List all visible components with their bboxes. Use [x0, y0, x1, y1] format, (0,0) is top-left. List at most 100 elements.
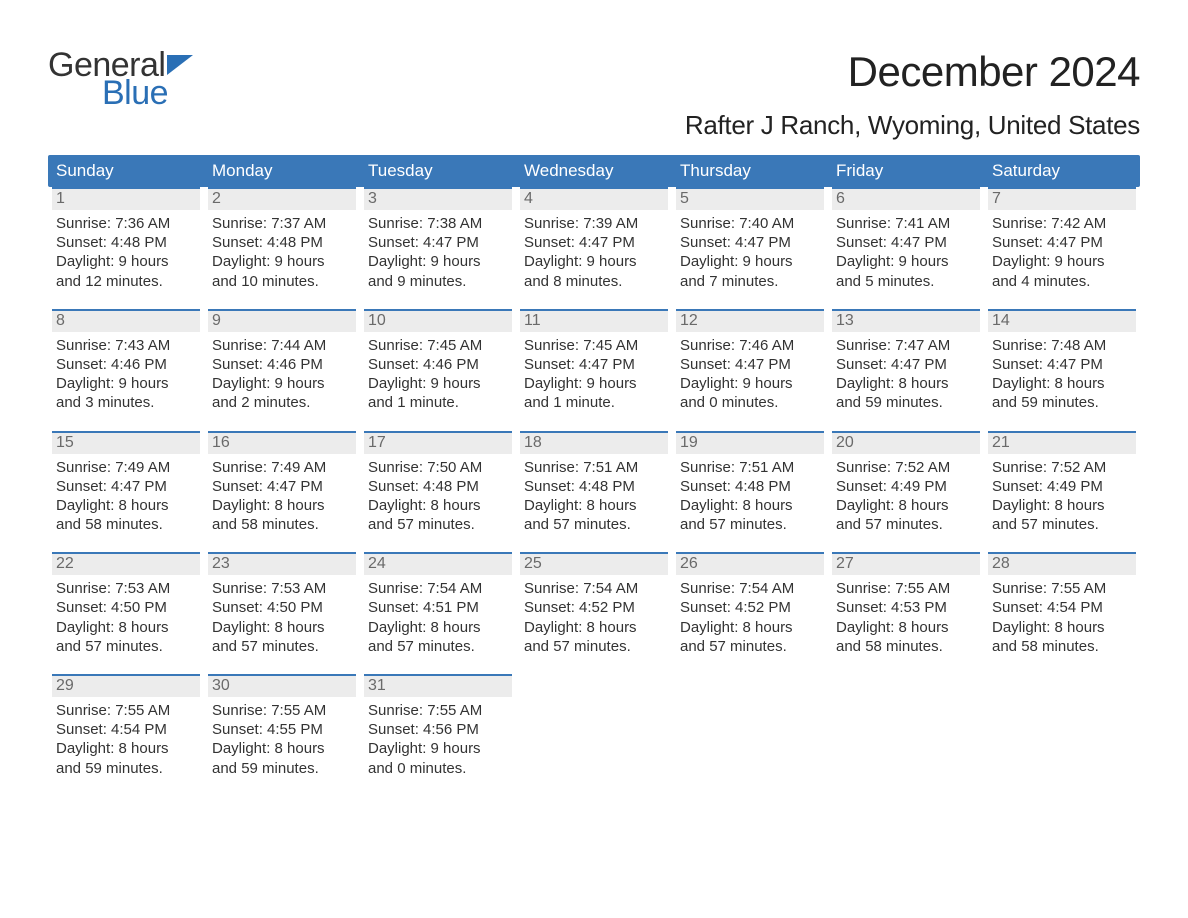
daylight-line-2: and 8 minutes. [524, 272, 664, 291]
dow-saturday: Saturday [984, 155, 1140, 187]
day-body: Sunrise: 7:51 AMSunset: 4:48 PMDaylight:… [520, 454, 668, 535]
day-cell: 19Sunrise: 7:51 AMSunset: 4:48 PMDayligh… [672, 431, 828, 535]
sunrise-line: Sunrise: 7:40 AM [680, 214, 820, 233]
sunset-line: Sunset: 4:48 PM [368, 477, 508, 496]
title-block: December 2024 Rafter J Ranch, Wyoming, U… [685, 48, 1140, 141]
calendar-week: 8Sunrise: 7:43 AMSunset: 4:46 PMDaylight… [48, 309, 1140, 413]
day-number: 28 [988, 552, 1136, 575]
day-cell: 20Sunrise: 7:52 AMSunset: 4:49 PMDayligh… [828, 431, 984, 535]
day-cell: 8Sunrise: 7:43 AMSunset: 4:46 PMDaylight… [48, 309, 204, 413]
sunset-line: Sunset: 4:47 PM [524, 233, 664, 252]
daylight-line-2: and 57 minutes. [368, 515, 508, 534]
sunrise-line: Sunrise: 7:54 AM [524, 579, 664, 598]
day-number: 27 [832, 552, 980, 575]
day-number: 24 [364, 552, 512, 575]
sunset-line: Sunset: 4:56 PM [368, 720, 508, 739]
sunset-line: Sunset: 4:46 PM [212, 355, 352, 374]
daylight-line-1: Daylight: 9 hours [524, 374, 664, 393]
daylight-line-2: and 57 minutes. [680, 637, 820, 656]
sunset-line: Sunset: 4:47 PM [524, 355, 664, 374]
day-cell: 14Sunrise: 7:48 AMSunset: 4:47 PMDayligh… [984, 309, 1140, 413]
sunrise-line: Sunrise: 7:55 AM [368, 701, 508, 720]
daylight-line-2: and 12 minutes. [56, 272, 196, 291]
sunrise-line: Sunrise: 7:41 AM [836, 214, 976, 233]
calendar-week: 29Sunrise: 7:55 AMSunset: 4:54 PMDayligh… [48, 674, 1140, 778]
daylight-line-2: and 10 minutes. [212, 272, 352, 291]
sunset-line: Sunset: 4:48 PM [524, 477, 664, 496]
daylight-line-1: Daylight: 8 hours [56, 618, 196, 637]
sunrise-line: Sunrise: 7:46 AM [680, 336, 820, 355]
day-number: 4 [520, 187, 668, 210]
day-cell: 5Sunrise: 7:40 AMSunset: 4:47 PMDaylight… [672, 187, 828, 291]
sunset-line: Sunset: 4:47 PM [680, 233, 820, 252]
sunset-line: Sunset: 4:52 PM [524, 598, 664, 617]
daylight-line-1: Daylight: 8 hours [836, 374, 976, 393]
day-body: Sunrise: 7:50 AMSunset: 4:48 PMDaylight:… [364, 454, 512, 535]
day-body: Sunrise: 7:45 AMSunset: 4:46 PMDaylight:… [364, 332, 512, 413]
day-cell: 18Sunrise: 7:51 AMSunset: 4:48 PMDayligh… [516, 431, 672, 535]
daylight-line-1: Daylight: 9 hours [56, 374, 196, 393]
sunset-line: Sunset: 4:47 PM [56, 477, 196, 496]
daylight-line-2: and 59 minutes. [56, 759, 196, 778]
logo-word-2: Blue [102, 76, 193, 110]
daylight-line-1: Daylight: 8 hours [212, 618, 352, 637]
daylight-line-2: and 57 minutes. [524, 637, 664, 656]
day-body: Sunrise: 7:52 AMSunset: 4:49 PMDaylight:… [832, 454, 980, 535]
sunrise-line: Sunrise: 7:52 AM [992, 458, 1132, 477]
daylight-line-1: Daylight: 8 hours [212, 496, 352, 515]
daylight-line-2: and 59 minutes. [836, 393, 976, 412]
day-cell: 28Sunrise: 7:55 AMSunset: 4:54 PMDayligh… [984, 552, 1140, 656]
daylight-line-2: and 9 minutes. [368, 272, 508, 291]
sunset-line: Sunset: 4:55 PM [212, 720, 352, 739]
calendar-week: 15Sunrise: 7:49 AMSunset: 4:47 PMDayligh… [48, 431, 1140, 535]
sunset-line: Sunset: 4:47 PM [836, 233, 976, 252]
daylight-line-2: and 58 minutes. [56, 515, 196, 534]
daylight-line-1: Daylight: 8 hours [680, 618, 820, 637]
day-cell: 24Sunrise: 7:54 AMSunset: 4:51 PMDayligh… [360, 552, 516, 656]
daylight-line-2: and 57 minutes. [524, 515, 664, 534]
sunset-line: Sunset: 4:48 PM [56, 233, 196, 252]
sunrise-line: Sunrise: 7:54 AM [368, 579, 508, 598]
daylight-line-2: and 57 minutes. [680, 515, 820, 534]
daylight-line-1: Daylight: 8 hours [836, 496, 976, 515]
day-number: 2 [208, 187, 356, 210]
day-number: 18 [520, 431, 668, 454]
daylight-line-2: and 58 minutes. [992, 637, 1132, 656]
day-number: 11 [520, 309, 668, 332]
day-cell: 3Sunrise: 7:38 AMSunset: 4:47 PMDaylight… [360, 187, 516, 291]
sunrise-line: Sunrise: 7:39 AM [524, 214, 664, 233]
sunset-line: Sunset: 4:47 PM [368, 233, 508, 252]
day-body: Sunrise: 7:45 AMSunset: 4:47 PMDaylight:… [520, 332, 668, 413]
daylight-line-2: and 1 minute. [524, 393, 664, 412]
day-number: 7 [988, 187, 1136, 210]
sunset-line: Sunset: 4:47 PM [212, 477, 352, 496]
day-body: Sunrise: 7:41 AMSunset: 4:47 PMDaylight:… [832, 210, 980, 291]
day-number: 8 [52, 309, 200, 332]
dow-friday: Friday [828, 155, 984, 187]
day-number: 10 [364, 309, 512, 332]
dow-wednesday: Wednesday [516, 155, 672, 187]
day-number: 21 [988, 431, 1136, 454]
dow-tuesday: Tuesday [360, 155, 516, 187]
day-cell: 11Sunrise: 7:45 AMSunset: 4:47 PMDayligh… [516, 309, 672, 413]
day-number: 13 [832, 309, 980, 332]
empty-day-cell [672, 674, 828, 778]
daylight-line-1: Daylight: 8 hours [368, 618, 508, 637]
day-number: 26 [676, 552, 824, 575]
daylight-line-2: and 1 minute. [368, 393, 508, 412]
month-title: December 2024 [685, 48, 1140, 96]
daylight-line-2: and 3 minutes. [56, 393, 196, 412]
day-body: Sunrise: 7:43 AMSunset: 4:46 PMDaylight:… [52, 332, 200, 413]
day-number: 12 [676, 309, 824, 332]
daylight-line-1: Daylight: 9 hours [680, 374, 820, 393]
daylight-line-2: and 57 minutes. [212, 637, 352, 656]
day-body: Sunrise: 7:55 AMSunset: 4:56 PMDaylight:… [364, 697, 512, 778]
flag-icon [167, 55, 193, 75]
day-number: 25 [520, 552, 668, 575]
day-cell: 17Sunrise: 7:50 AMSunset: 4:48 PMDayligh… [360, 431, 516, 535]
sunrise-line: Sunrise: 7:51 AM [524, 458, 664, 477]
sunrise-line: Sunrise: 7:54 AM [680, 579, 820, 598]
sunset-line: Sunset: 4:47 PM [992, 233, 1132, 252]
day-body: Sunrise: 7:55 AMSunset: 4:55 PMDaylight:… [208, 697, 356, 778]
day-body: Sunrise: 7:55 AMSunset: 4:53 PMDaylight:… [832, 575, 980, 656]
